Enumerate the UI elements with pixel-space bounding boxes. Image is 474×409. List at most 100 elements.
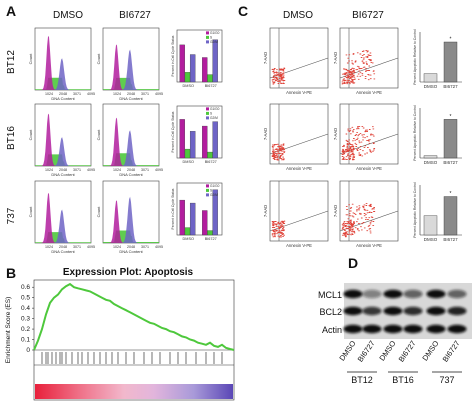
a-bar-frame-bt16 bbox=[176, 105, 223, 159]
a-bar-737-dmso-s bbox=[184, 227, 191, 236]
hist-x-tick-bt12-bi6727-1: 2048 bbox=[127, 92, 135, 96]
dot-y-label-737-dmso: 7-AAD bbox=[263, 205, 268, 217]
b-y-tick-label-0: 0 bbox=[26, 347, 30, 354]
hist-g1-peak-bt12-dmso bbox=[35, 35, 91, 90]
c-bar-significance-bt16: * bbox=[450, 114, 452, 120]
hist-x-label-bt12-bi6727: DNA Content bbox=[119, 96, 143, 101]
a-legend-swatch-737-0 bbox=[206, 184, 209, 188]
dot-y-label-bt12-dmso: 7-AAD bbox=[263, 52, 268, 64]
hist-g1-peak-bt16-dmso bbox=[35, 113, 91, 166]
panel-d-letter: D bbox=[348, 255, 358, 271]
hist-g2m-peak-bt16-dmso bbox=[35, 137, 91, 166]
a-bar-y-label-bt12: Percent in Cell Cycle Status bbox=[171, 35, 175, 76]
b-y-tick-label-5: 0.5 bbox=[21, 295, 30, 302]
hist-x-tick-737-bi6727-3: 4095 bbox=[155, 245, 163, 249]
c-bar-bt16-dmso bbox=[423, 155, 438, 159]
hist-x-tick-bt12-dmso-2: 3071 bbox=[73, 92, 81, 96]
c-bar-cat-bt16-dmso: DMSO bbox=[424, 160, 438, 165]
panel-c-layer: Annexin V-PE 7-AAD Annexin V-PE 7-AAD Percen… bbox=[263, 27, 462, 248]
hist-x-tick-bt12-dmso-0: 1024 bbox=[45, 92, 53, 96]
blot-lane-label-5: DMSO bbox=[420, 339, 440, 363]
a-legend-label-737-0: G1/G0 bbox=[210, 184, 220, 188]
a-bar-frame-bt12 bbox=[176, 29, 223, 83]
blot-band-actin-lane-1 bbox=[343, 324, 363, 334]
a-legend-label-bt12-2: G2/M bbox=[210, 40, 218, 44]
hist-x-tick-bt12-bi6727-3: 4095 bbox=[155, 92, 163, 96]
a-legend-swatch-bt12-0 bbox=[206, 31, 209, 35]
a-bar-bt12-bi6727-g2m bbox=[212, 39, 218, 83]
blot-group-label-737: 737 bbox=[439, 375, 454, 385]
dot-x-label-737-dmso: Annexin V-PE bbox=[286, 243, 312, 248]
panel-b-letter: B bbox=[6, 265, 16, 281]
hist-x-label-bt12-dmso: DNA Content bbox=[51, 96, 75, 101]
panel-a-header-bi6727: BI6727 bbox=[119, 10, 151, 21]
hist-y-label-bt16-dmso: Count bbox=[28, 129, 33, 141]
hist-g2m-peak-bt16-bi6727 bbox=[103, 130, 159, 166]
c-bar-significance-bt12: * bbox=[450, 37, 452, 43]
a-bar-y-label-bt16: Percent in Cell Cycle Status bbox=[171, 111, 175, 152]
hist-x-tick-bt16-dmso-3: 4095 bbox=[87, 168, 95, 172]
a-bar-bt16-bi6727-s bbox=[207, 151, 213, 159]
blot-group-label-bt16: BT16 bbox=[392, 375, 414, 385]
hist-x-tick-bt16-bi6727-2: 3071 bbox=[141, 168, 149, 172]
a-bar-cat-737-bi6727: BI6727 bbox=[205, 237, 217, 241]
a-bar-bt16-dmso-g2m bbox=[189, 131, 196, 159]
blot-band-mcl1-lane-5 bbox=[426, 289, 446, 299]
dot-x-label-bt16-bi6727: Annexin V-PE bbox=[356, 166, 382, 171]
dot-x-label-bt12-dmso: Annexin V-PE bbox=[286, 90, 312, 95]
a-bar-bt16-dmso-g1g0 bbox=[179, 119, 185, 159]
b-y-tick-label-3: 0.3 bbox=[21, 316, 30, 323]
a-legend-label-bt12-0: G1/G0 bbox=[210, 31, 220, 35]
dot-x-label-bt12-bi6727: Annexin V-PE bbox=[356, 90, 382, 95]
hist-g1-peak-bt16-bi6727 bbox=[103, 117, 159, 166]
a-legend-swatch-737-1 bbox=[206, 188, 209, 192]
c-bar-cat-737-bi6727: BI6727 bbox=[443, 237, 458, 242]
a-bar-bt12-dmso-g2m bbox=[189, 54, 196, 83]
a-legend-swatch-bt16-0 bbox=[206, 107, 209, 111]
a-bar-737-dmso-g1g0 bbox=[179, 199, 185, 236]
panel-a-row-737: 737 bbox=[6, 207, 17, 224]
panel-b-layer: 0 0.1 0.2 0.3 0.4 0.5 0.6 bbox=[21, 282, 235, 364]
b-y-tick-label-6: 0.6 bbox=[21, 284, 30, 291]
hist-x-tick-bt16-dmso-2: 3071 bbox=[73, 168, 81, 172]
c-bar-bt12-bi6727 bbox=[443, 41, 458, 83]
hist-x-tick-bt16-bi6727-0: 1024 bbox=[113, 168, 121, 172]
blot-band-actin-lane-5 bbox=[426, 324, 446, 334]
c-bar-y-label-bt12: Percent Apoptotic Relative to Control bbox=[413, 29, 417, 85]
a-bar-cat-bt12-bi6727: BI6727 bbox=[205, 84, 217, 88]
hist-x-tick-737-bi6727-0: 1024 bbox=[113, 245, 121, 249]
blot-lane-label-4: BI6727 bbox=[397, 339, 418, 364]
blot-lane-label-6: BI6727 bbox=[441, 339, 462, 364]
blot-band-bcl2-lane-6 bbox=[447, 306, 467, 316]
c-bar-737-bi6727 bbox=[443, 196, 458, 236]
panel-b-frame bbox=[33, 279, 235, 401]
panel-a-row-bt12: BT12 bbox=[6, 50, 17, 74]
a-bar-cat-737-dmso: DMSO bbox=[183, 237, 194, 241]
a-bar-cat-bt16-bi6727: BI6727 bbox=[205, 160, 217, 164]
a-legend-swatch-bt16-2 bbox=[206, 116, 209, 120]
panel-d-band-mcl1: MCL1 bbox=[318, 290, 342, 300]
blot-band-mcl1-lane-3 bbox=[383, 289, 403, 299]
hist-x-label-737-bi6727: DNA Content bbox=[119, 249, 143, 254]
dot-cloud-bt12-bi6727 bbox=[341, 50, 376, 85]
a-bar-bt12-bi6727-s bbox=[207, 74, 213, 83]
a-legend-label-bt16-0: G1/G0 bbox=[210, 107, 220, 111]
hist-x-tick-bt16-dmso-0: 1024 bbox=[45, 168, 53, 172]
c-bar-737-dmso bbox=[423, 215, 438, 236]
a-bar-cat-bt12-dmso: DMSO bbox=[183, 84, 194, 88]
b-enrichment-line bbox=[33, 282, 235, 351]
b-y-tick-label-1: 0.1 bbox=[21, 337, 30, 344]
blot-lane-label-3: DMSO bbox=[377, 339, 397, 363]
hist-g1-peak-737-bi6727 bbox=[103, 200, 159, 243]
panel-d-band-actin: Actin bbox=[322, 325, 342, 335]
a-bar-bt12-dmso-s bbox=[184, 72, 191, 83]
hist-y-label-737-bi6727: Count bbox=[96, 206, 101, 218]
b-hit-barcode bbox=[41, 352, 223, 364]
c-bar-y-label-737: Percent Apoptotic Relative to Control bbox=[413, 182, 417, 238]
dot-gate-diagonal-bt16-bi6727 bbox=[339, 133, 399, 155]
hist-x-label-bt16-dmso: DNA Content bbox=[51, 172, 75, 177]
dot-cloud-bt12-dmso bbox=[271, 67, 286, 85]
hist-x-tick-737-dmso-0: 1024 bbox=[45, 245, 53, 249]
blot-band-actin-lane-4 bbox=[403, 324, 423, 334]
